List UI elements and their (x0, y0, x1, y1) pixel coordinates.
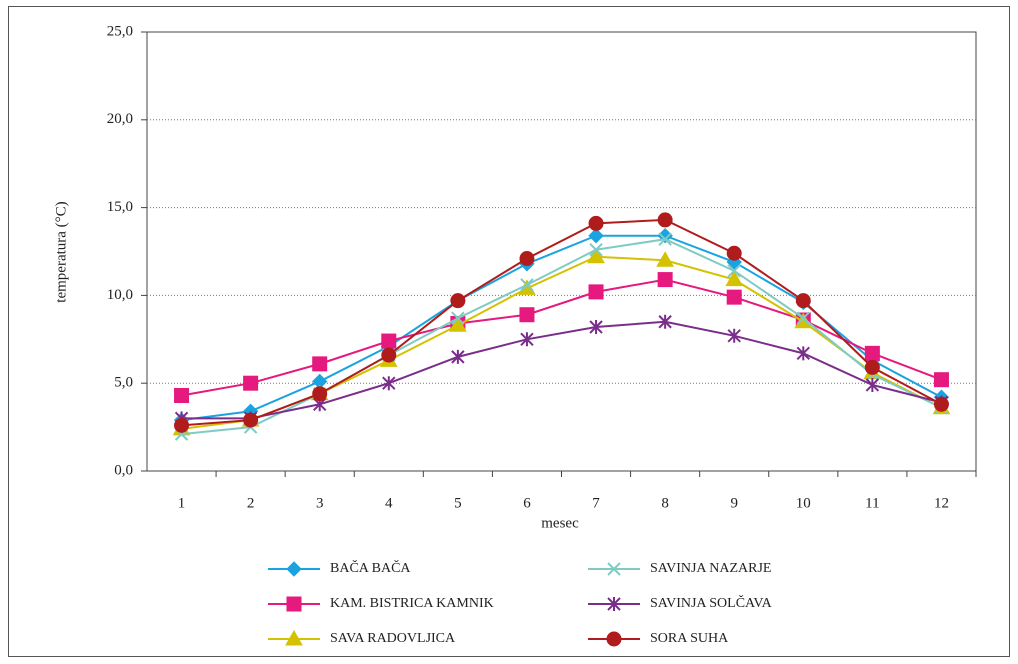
y-tick-label: 5,0 (114, 375, 133, 391)
marker (588, 284, 604, 300)
marker (174, 417, 190, 433)
marker (588, 227, 604, 244)
marker (727, 264, 741, 278)
x-tick-label: 5 (454, 495, 462, 511)
marker (588, 215, 604, 231)
marker (865, 377, 880, 392)
marker (519, 251, 535, 267)
marker (381, 347, 397, 363)
marker (243, 375, 259, 391)
marker (796, 346, 810, 361)
y-tick-label: 0,0 (114, 462, 133, 478)
marker (312, 356, 328, 372)
x-tick-label: 9 (730, 495, 738, 511)
marker (657, 212, 673, 228)
marker (312, 386, 328, 402)
marker (864, 359, 880, 375)
marker (657, 272, 673, 288)
marker (243, 412, 259, 428)
marker (286, 596, 302, 612)
marker (864, 345, 880, 361)
marker (933, 396, 949, 412)
marker (451, 311, 465, 325)
marker (607, 597, 621, 611)
marker (382, 376, 396, 391)
x-tick-label: 1 (178, 495, 186, 511)
series-line (181, 320, 942, 420)
x-tick-label: 4 (385, 495, 393, 511)
marker (589, 320, 603, 335)
marker (656, 251, 674, 267)
marker (449, 316, 467, 332)
legend-label: SAVA RADOVLJICA (330, 631, 456, 646)
marker (796, 311, 810, 325)
marker (658, 232, 672, 246)
frame (8, 6, 1010, 657)
marker (520, 332, 534, 347)
marker (606, 631, 622, 647)
marker (520, 278, 534, 292)
marker (174, 387, 190, 403)
series-line (181, 278, 942, 397)
marker (726, 289, 742, 305)
series-line (181, 218, 942, 427)
legend: BAČA BAČA KAM. BISTRICA KAMNIK SAVA RADOVL… (268, 559, 773, 647)
y-tick-label: 15,0 (107, 199, 133, 215)
legend-label: SAVINJA SOLČAVA (650, 594, 773, 611)
marker (381, 333, 397, 349)
x-tick-label: 10 (796, 495, 811, 511)
legend-label: SAVINJA NAZARJE (650, 561, 771, 576)
marker (726, 245, 742, 261)
marker (519, 307, 535, 323)
series-line (181, 238, 942, 436)
marker (607, 562, 621, 576)
x-tick-label: 3 (316, 495, 324, 511)
y-axis-label: temperatura (°C) (53, 201, 69, 302)
marker (286, 561, 302, 577)
x-tick-label: 6 (523, 495, 531, 511)
legend-label: KAM. BISTRICA KAMNIK (330, 596, 494, 611)
x-tick-label: 12 (934, 495, 949, 511)
series-line (181, 234, 942, 422)
plot-area (146, 31, 977, 472)
marker (658, 314, 672, 329)
legend-label: SORA SUHA (650, 631, 729, 646)
x-tick-label: 2 (247, 495, 255, 511)
marker (725, 270, 744, 287)
x-tick-label: 8 (661, 495, 669, 511)
y-tick-label: 25,0 (107, 23, 133, 39)
marker (795, 293, 811, 309)
marker (450, 293, 466, 309)
y-tick-label: 20,0 (107, 111, 133, 127)
x-tick-label: 11 (865, 495, 879, 511)
marker (727, 328, 741, 343)
x-axis-label: mesec (541, 515, 579, 531)
legend-label: BAČA BAČA (330, 559, 411, 576)
marker (587, 247, 605, 264)
marker (933, 372, 949, 388)
x-tick-label: 7 (592, 495, 600, 511)
marker (285, 629, 303, 646)
marker (589, 243, 603, 257)
marker (451, 349, 465, 364)
y-tick-label: 10,0 (107, 287, 133, 303)
